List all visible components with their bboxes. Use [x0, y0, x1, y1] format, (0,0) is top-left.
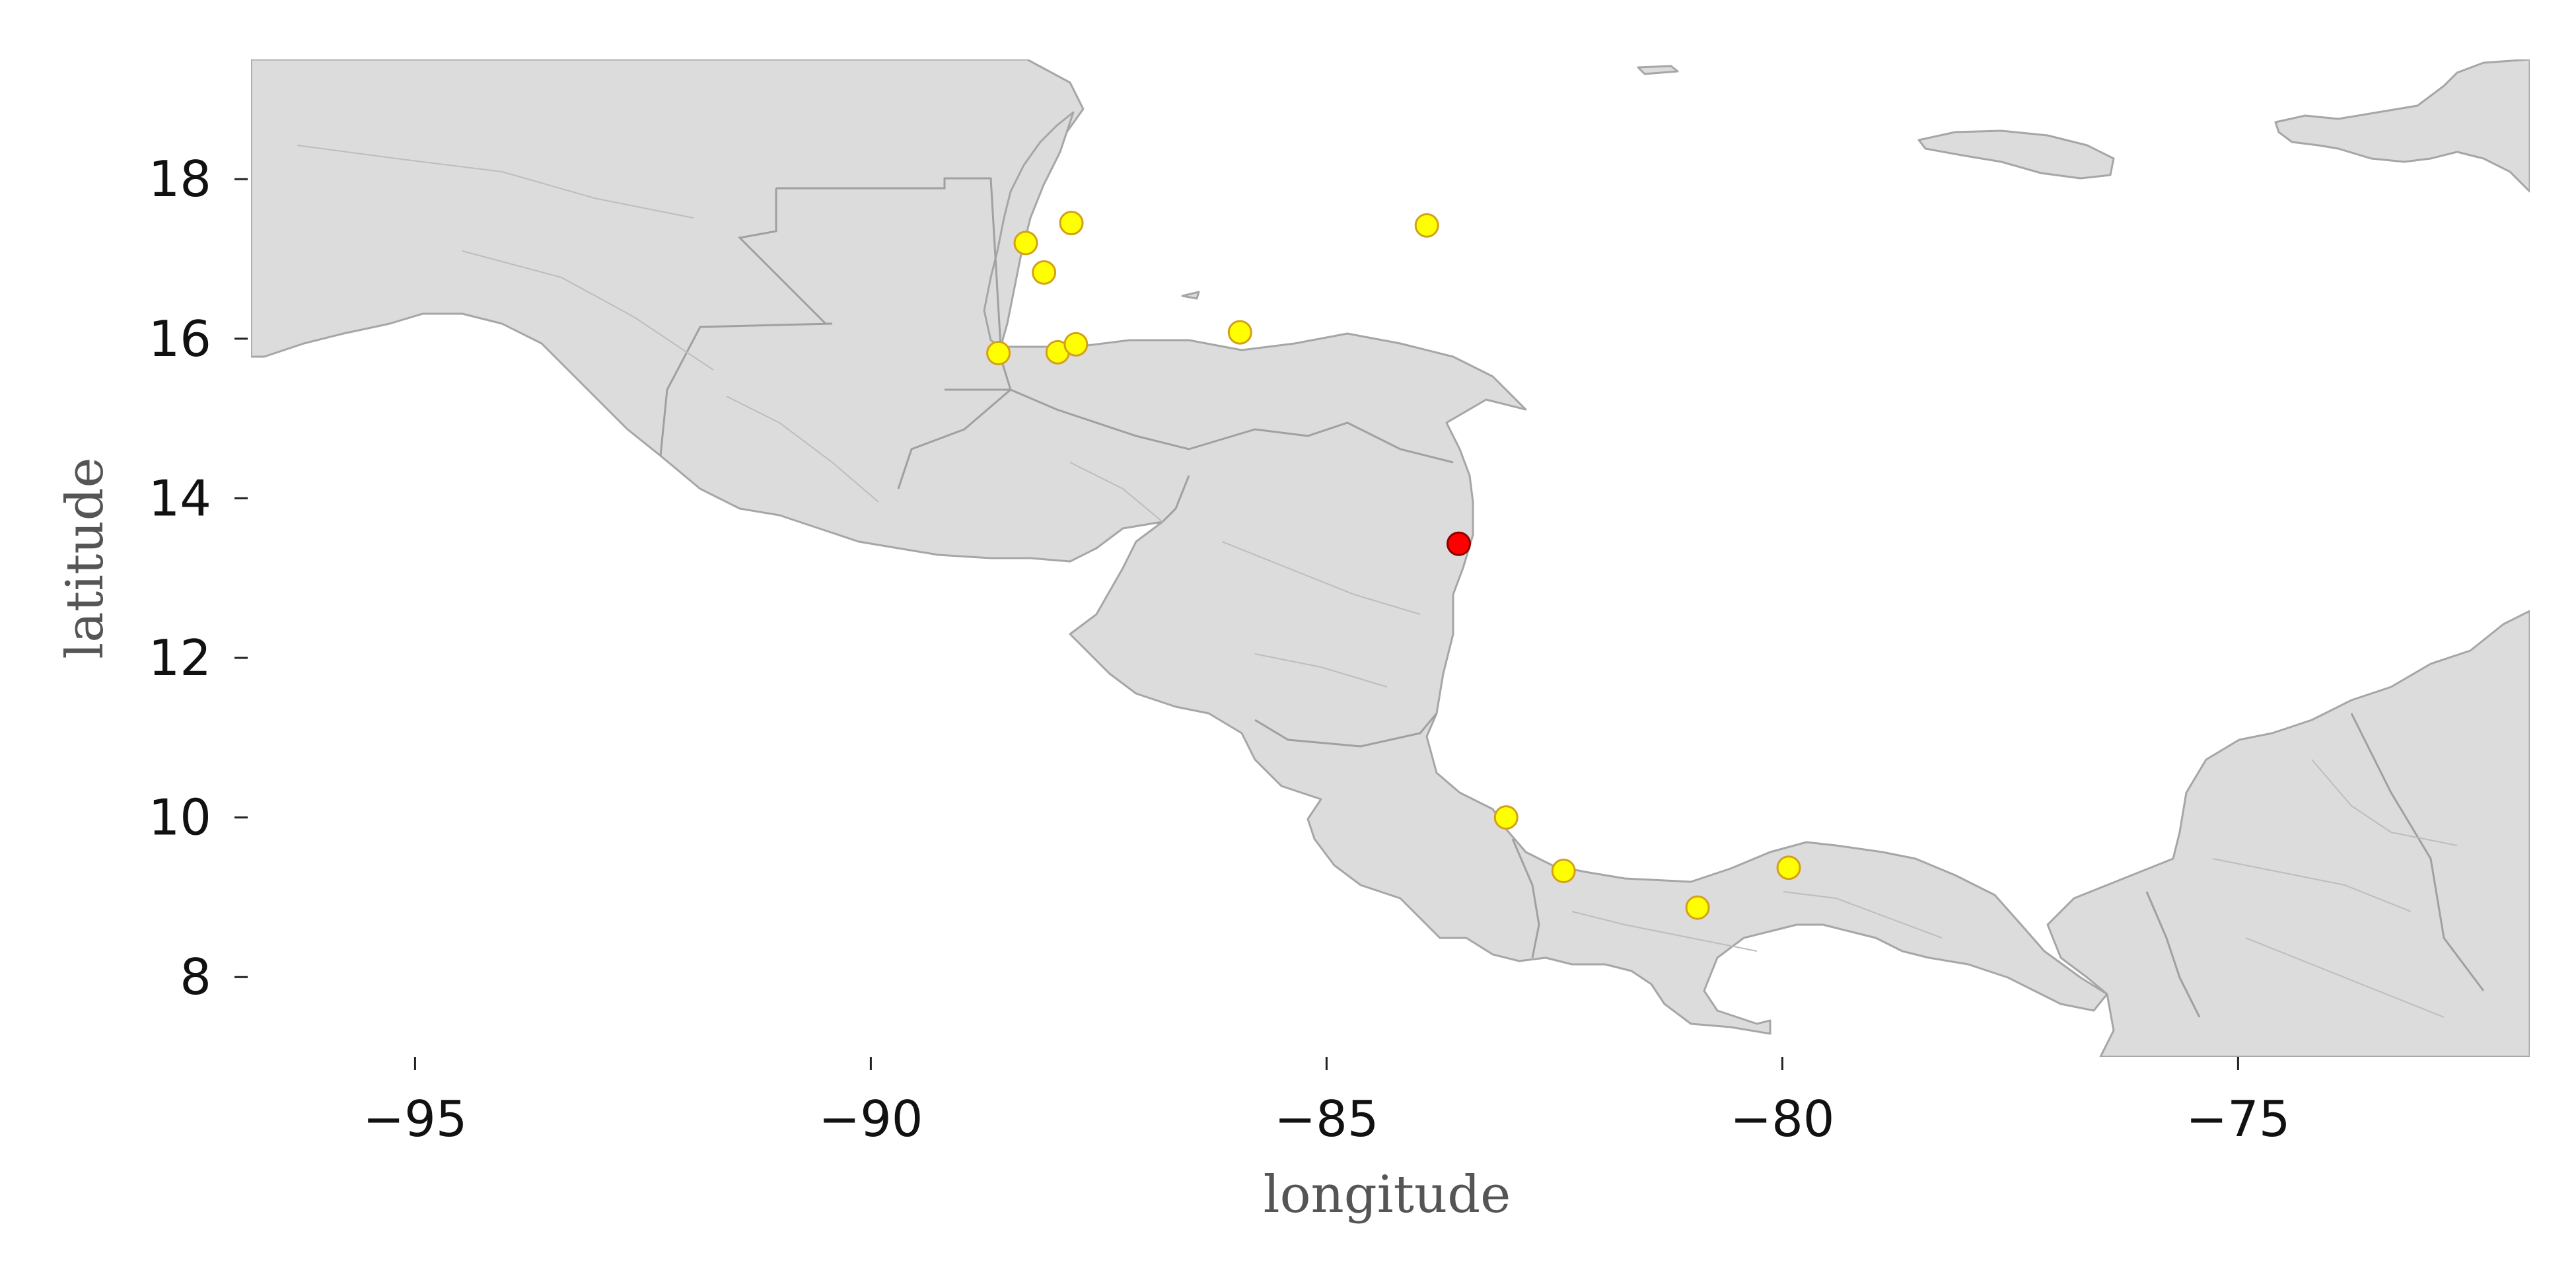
x-ticks: −95 −90 −85 −80 −75 — [363, 1057, 2291, 1148]
x-tick-label: −80 — [1730, 1090, 1834, 1148]
land-central-america — [251, 59, 2108, 1035]
x-axis: −95 −90 −85 −80 −75 longitude — [363, 1057, 2291, 1225]
land-cuba — [1637, 65, 1679, 75]
land-jamaica — [1917, 129, 2115, 180]
y-axis: 8 10 12 14 16 18 latitude — [55, 150, 248, 1006]
y-tick-label: 18 — [149, 150, 211, 208]
border-lines — [659, 177, 2485, 1018]
data-point[interactable] — [1013, 231, 1038, 256]
data-point[interactable] — [1414, 213, 1439, 238]
basemap — [251, 59, 2530, 1057]
y-tick-label: 12 — [149, 629, 211, 687]
y-tick-label: 16 — [149, 310, 211, 368]
y-tick-label: 14 — [149, 469, 211, 527]
data-point[interactable] — [1059, 211, 1084, 236]
data-point[interactable] — [1685, 895, 1710, 920]
highlight-point[interactable] — [1447, 531, 1471, 556]
x-tick-label: −90 — [818, 1090, 923, 1148]
x-tick-label: −85 — [1274, 1090, 1378, 1148]
data-point[interactable] — [1551, 859, 1576, 884]
x-tick-label: −95 — [363, 1090, 467, 1148]
data-point[interactable] — [1227, 320, 1252, 345]
data-point[interactable] — [1493, 805, 1519, 830]
y-axis-label: latitude — [55, 457, 115, 659]
data-point[interactable] — [1032, 260, 1057, 285]
data-point[interactable] — [1063, 332, 1089, 357]
x-axis-label: longitude — [1264, 1165, 1511, 1225]
y-ticks: 8 10 12 14 16 18 — [149, 150, 248, 1006]
y-tick-label: 8 — [180, 948, 211, 1006]
land-cayman — [1181, 291, 1200, 300]
x-tick-label: −75 — [2186, 1090, 2290, 1148]
data-point[interactable] — [986, 341, 1011, 366]
land-hispaniola — [2274, 59, 2530, 193]
data-point[interactable] — [1776, 855, 1801, 880]
land-south-america — [2046, 610, 2530, 1057]
points-layer — [986, 211, 1801, 920]
admin-lines — [297, 145, 2458, 1018]
land-belize-coast — [983, 111, 1075, 348]
y-tick-label: 10 — [149, 789, 211, 847]
